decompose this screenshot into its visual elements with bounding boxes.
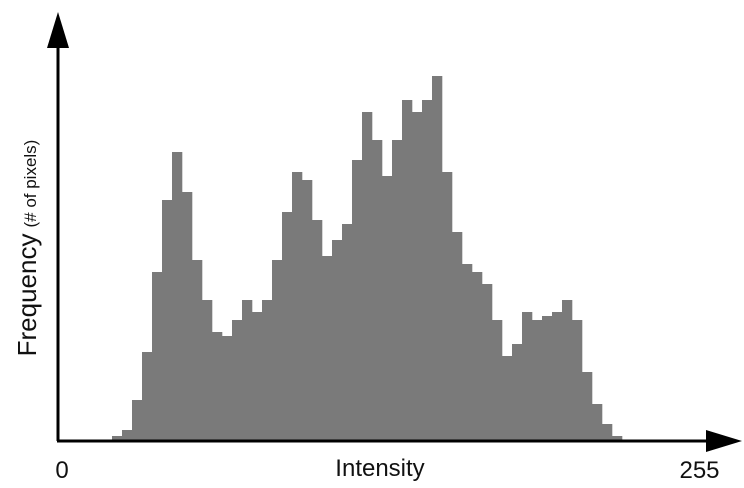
histogram-bar [332, 240, 343, 440]
histogram-bar [552, 312, 563, 440]
histogram-bar [282, 212, 293, 440]
histogram-bar [222, 336, 233, 440]
histogram-bar [592, 404, 603, 440]
y-axis-label: Frequency (# of pixels) [12, 140, 42, 357]
y-axis-arrow [47, 12, 69, 48]
histogram-bar [192, 260, 203, 440]
histogram-bar [422, 100, 433, 440]
histogram-bar [602, 424, 613, 440]
y-axis-label-main: Frequency [12, 234, 42, 357]
histogram-bar [412, 112, 423, 440]
histogram-bar [452, 232, 463, 440]
histogram-bar [182, 192, 193, 440]
x-tick-label: 255 [679, 457, 719, 484]
histogram-bar [142, 352, 153, 440]
histogram-bar [432, 76, 443, 440]
x-axis-label: Intensity [335, 455, 424, 482]
histogram-bar [232, 320, 243, 440]
histogram-bar [212, 332, 223, 440]
histogram-bar [362, 112, 373, 440]
histogram-bar [402, 100, 413, 440]
histogram-bar [512, 344, 523, 440]
histogram-bar [342, 224, 353, 440]
histogram-bar [442, 172, 453, 440]
bars [112, 76, 623, 440]
histogram-bar [502, 356, 513, 440]
histogram-bar [532, 320, 543, 440]
histogram-bar [472, 272, 483, 440]
histogram-bar [152, 272, 163, 440]
histogram-bar [382, 176, 393, 440]
histogram-bar [292, 172, 303, 440]
histogram-bar [522, 312, 533, 440]
histogram-bar [112, 436, 123, 440]
histogram-bar [612, 436, 623, 440]
histogram-bar [162, 200, 173, 440]
histogram-bar [462, 264, 473, 440]
histogram-bar [372, 140, 383, 440]
histogram-bar [482, 284, 493, 440]
histogram-bar [352, 160, 363, 440]
histogram-bar [572, 320, 583, 440]
histogram-bar [392, 140, 403, 440]
histogram-bar [312, 220, 323, 440]
histogram-bar [132, 400, 143, 440]
y-axis-label-unit: (# of pixels) [21, 140, 40, 228]
x-axis-arrow [706, 430, 742, 452]
histogram-bar [302, 180, 313, 440]
histogram-bar [242, 300, 253, 440]
histogram-bar [202, 300, 213, 440]
histogram-bar [172, 152, 183, 440]
histogram-bar [492, 320, 503, 440]
histogram-bar [252, 312, 263, 440]
histogram-bar [262, 300, 273, 440]
histogram-bar [322, 256, 333, 440]
histogram-bar [582, 372, 593, 440]
histogram-bar [542, 316, 553, 440]
x-tick-label: 0 [55, 457, 68, 484]
histogram-bar [272, 260, 283, 440]
histogram-bar [122, 430, 133, 440]
histogram-bar [562, 300, 573, 440]
